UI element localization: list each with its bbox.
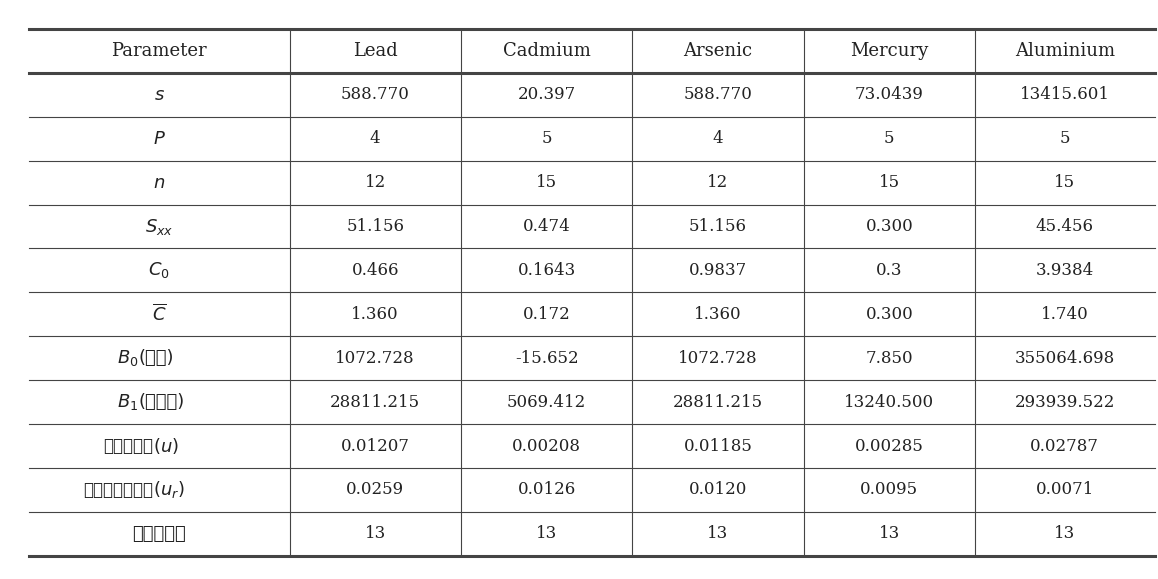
Text: 15: 15 [536, 174, 557, 191]
Text: 13: 13 [365, 525, 386, 543]
Text: 28811.215: 28811.215 [330, 394, 420, 411]
Text: 0.300: 0.300 [865, 218, 914, 235]
Text: 3.9384: 3.9384 [1035, 262, 1094, 279]
Text: -15.652: -15.652 [515, 350, 578, 367]
Text: 1072.728: 1072.728 [679, 350, 757, 367]
Text: Aluminium: Aluminium [1014, 42, 1115, 60]
Text: 13: 13 [536, 525, 557, 543]
Text: Cadmium: Cadmium [503, 42, 591, 60]
Text: 13: 13 [708, 525, 728, 543]
Text: 15: 15 [1054, 174, 1076, 191]
Text: 13415.601: 13415.601 [1020, 86, 1109, 103]
Text: 0.0120: 0.0120 [689, 482, 747, 499]
Text: 0.02787: 0.02787 [1031, 438, 1099, 455]
Text: 0.0071: 0.0071 [1035, 482, 1094, 499]
Text: 13: 13 [1054, 525, 1076, 543]
Text: 0.9837: 0.9837 [689, 262, 747, 279]
Text: 0.0259: 0.0259 [346, 482, 404, 499]
Text: 0.1643: 0.1643 [518, 262, 576, 279]
Text: 5069.412: 5069.412 [507, 394, 586, 411]
Text: 0.466: 0.466 [351, 262, 400, 279]
Text: (절편): (절편) [139, 349, 174, 367]
Text: 5: 5 [1060, 130, 1070, 147]
Text: 0.474: 0.474 [522, 218, 571, 235]
Text: 588.770: 588.770 [683, 86, 753, 103]
Text: $\overline{C}$: $\overline{C}$ [152, 304, 167, 325]
Text: 13: 13 [879, 525, 900, 543]
Text: $(u_r)$: $(u_r)$ [153, 479, 185, 500]
Text: $B_1$: $B_1$ [117, 392, 139, 412]
Text: Lead: Lead [353, 42, 397, 60]
Text: 0.0095: 0.0095 [860, 482, 918, 499]
Text: 0.172: 0.172 [522, 306, 571, 323]
Text: $P$: $P$ [153, 130, 166, 148]
Text: Arsenic: Arsenic [683, 42, 753, 60]
Text: 293939.522: 293939.522 [1014, 394, 1115, 411]
Text: 13240.500: 13240.500 [844, 394, 935, 411]
Text: 7.850: 7.850 [865, 350, 914, 367]
Text: 28811.215: 28811.215 [673, 394, 763, 411]
Text: 0.00208: 0.00208 [512, 438, 581, 455]
Text: $C_0$: $C_0$ [148, 261, 170, 280]
Text: 45.456: 45.456 [1035, 218, 1094, 235]
Text: Mercury: Mercury [850, 42, 929, 60]
Text: 1072.728: 1072.728 [336, 350, 415, 367]
Text: 4: 4 [369, 130, 381, 147]
Text: 12: 12 [365, 174, 386, 191]
Text: 0.0126: 0.0126 [518, 482, 576, 499]
Text: 0.00285: 0.00285 [855, 438, 924, 455]
Text: (기울기): (기울기) [139, 393, 184, 411]
Text: 1.360: 1.360 [694, 306, 742, 323]
Text: 0.01185: 0.01185 [683, 438, 753, 455]
Text: Parameter: Parameter [111, 42, 207, 60]
Text: $s$: $s$ [154, 86, 164, 104]
Text: $(u)$: $(u)$ [153, 436, 179, 456]
Text: 유효자유도: 유효자유도 [132, 525, 186, 543]
Text: 5: 5 [884, 130, 895, 147]
Text: 1.360: 1.360 [351, 306, 400, 323]
Text: $B_0$: $B_0$ [117, 348, 139, 368]
Text: $n$: $n$ [153, 174, 166, 192]
Text: 표준불확도: 표준불확도 [103, 437, 153, 455]
Text: 15: 15 [879, 174, 900, 191]
Text: 51.156: 51.156 [346, 218, 404, 235]
Text: 355064.698: 355064.698 [1014, 350, 1115, 367]
Text: 1.740: 1.740 [1041, 306, 1089, 323]
Text: 5: 5 [541, 130, 552, 147]
Text: 0.3: 0.3 [877, 262, 902, 279]
Text: 51.156: 51.156 [689, 218, 747, 235]
Text: 4: 4 [712, 130, 724, 147]
Text: 상대표준불확도: 상대표준불확도 [83, 481, 153, 499]
Text: 0.01207: 0.01207 [340, 438, 410, 455]
Text: 73.0439: 73.0439 [855, 86, 924, 103]
Text: 588.770: 588.770 [340, 86, 410, 103]
Text: 12: 12 [708, 174, 728, 191]
Text: 20.397: 20.397 [518, 86, 576, 103]
Text: 0.300: 0.300 [865, 306, 914, 323]
Text: $S_{xx}$: $S_{xx}$ [145, 217, 174, 237]
